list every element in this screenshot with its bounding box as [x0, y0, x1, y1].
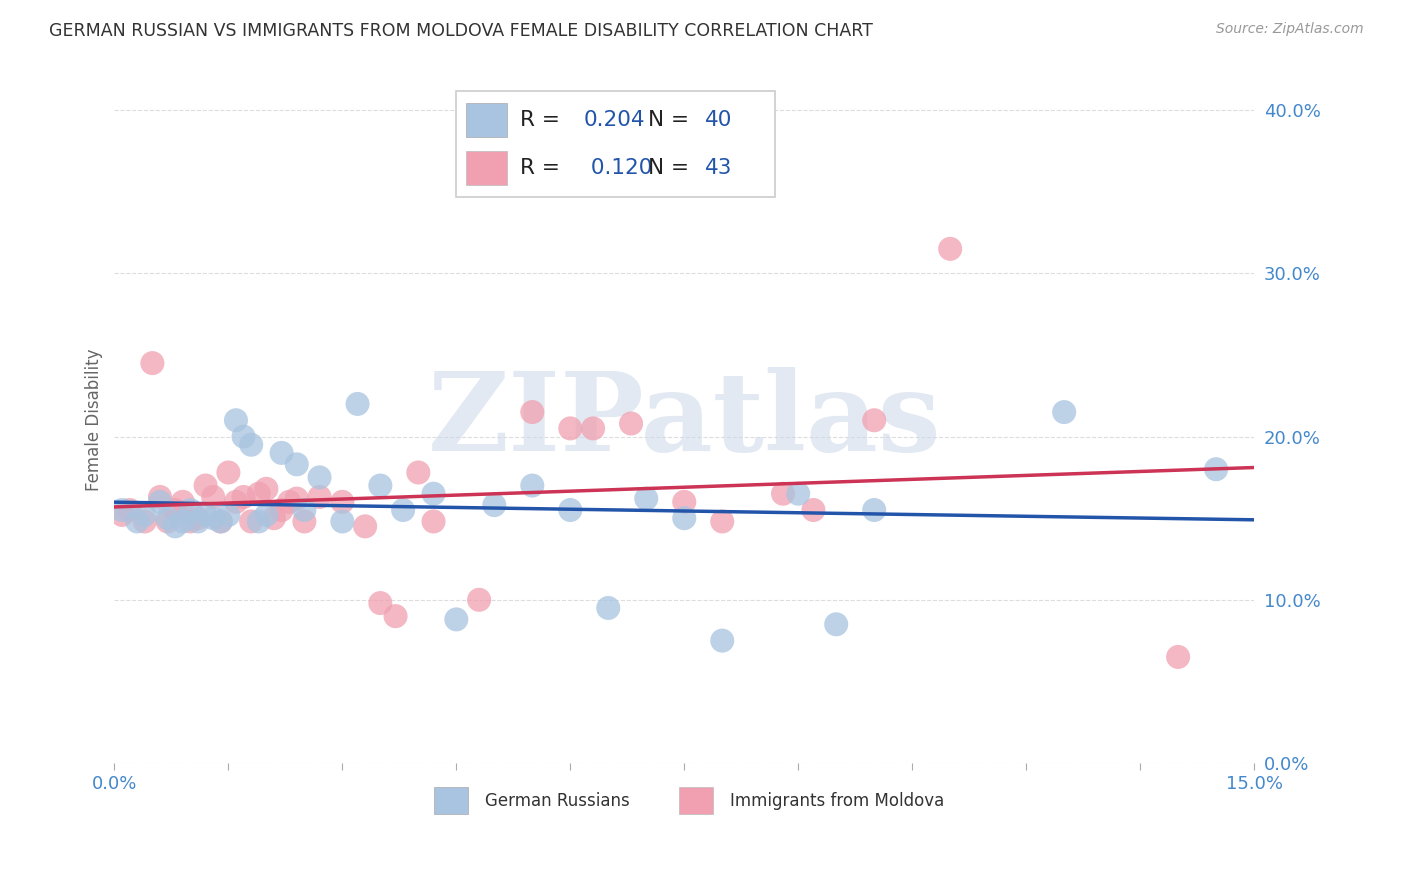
Point — [863, 503, 886, 517]
Point — [179, 503, 201, 517]
Point — [772, 486, 794, 500]
Point — [711, 633, 734, 648]
Point — [1205, 462, 1227, 476]
Point — [172, 515, 194, 529]
Point — [247, 515, 270, 529]
Point — [803, 503, 825, 517]
Point — [285, 491, 308, 506]
Point — [787, 486, 810, 500]
Point — [240, 515, 263, 529]
Point — [141, 356, 163, 370]
Point — [330, 495, 353, 509]
Point — [202, 490, 225, 504]
Point — [187, 511, 209, 525]
Point — [522, 405, 544, 419]
Point — [254, 508, 277, 522]
Point — [392, 503, 415, 517]
Text: Source: ZipAtlas.com: Source: ZipAtlas.com — [1216, 22, 1364, 37]
Point — [620, 417, 643, 431]
Text: German Russians: German Russians — [485, 792, 630, 810]
Point — [111, 503, 134, 517]
Point — [370, 596, 392, 610]
Point — [217, 466, 239, 480]
Point — [134, 515, 156, 529]
Text: GERMAN RUSSIAN VS IMMIGRANTS FROM MOLDOVA FEMALE DISABILITY CORRELATION CHART: GERMAN RUSSIAN VS IMMIGRANTS FROM MOLDOV… — [49, 22, 873, 40]
Point — [308, 470, 330, 484]
Point — [711, 515, 734, 529]
Point — [225, 413, 247, 427]
Point — [285, 458, 308, 472]
Point — [346, 397, 368, 411]
Point — [468, 592, 491, 607]
Point — [370, 478, 392, 492]
Point — [194, 508, 217, 522]
Point — [209, 515, 232, 529]
Point — [127, 515, 149, 529]
Text: ZIPatlas: ZIPatlas — [427, 367, 941, 474]
Point — [225, 495, 247, 509]
Point — [292, 503, 315, 517]
Point — [422, 515, 444, 529]
Point — [270, 503, 292, 517]
Point — [354, 519, 377, 533]
Point — [202, 511, 225, 525]
Point — [582, 421, 605, 435]
Point — [263, 511, 285, 525]
Point — [270, 446, 292, 460]
Y-axis label: Female Disability: Female Disability — [86, 349, 103, 491]
Point — [156, 511, 179, 525]
Point — [165, 503, 187, 517]
Point — [308, 490, 330, 504]
Point — [292, 515, 315, 529]
Point — [484, 498, 506, 512]
Point — [232, 429, 254, 443]
Point — [446, 612, 468, 626]
Point — [194, 478, 217, 492]
Point — [111, 508, 134, 522]
Point — [247, 486, 270, 500]
Point — [278, 495, 301, 509]
Bar — [679, 787, 713, 814]
Point — [240, 438, 263, 452]
Point — [187, 515, 209, 529]
Point — [598, 601, 620, 615]
Point — [165, 519, 187, 533]
Point — [217, 508, 239, 522]
Point — [1053, 405, 1076, 419]
Point — [149, 490, 172, 504]
Text: Immigrants from Moldova: Immigrants from Moldova — [730, 792, 943, 810]
Point — [149, 495, 172, 509]
Point — [939, 242, 962, 256]
Point — [636, 491, 658, 506]
Point — [330, 515, 353, 529]
Point — [209, 515, 232, 529]
Point — [172, 495, 194, 509]
Point — [156, 515, 179, 529]
Point — [232, 490, 254, 504]
Point — [560, 503, 582, 517]
Point — [522, 478, 544, 492]
Point — [408, 466, 430, 480]
Point — [825, 617, 848, 632]
Point — [560, 421, 582, 435]
Bar — [433, 787, 468, 814]
Point — [673, 511, 696, 525]
Point — [422, 486, 444, 500]
Point — [118, 503, 141, 517]
Point — [254, 482, 277, 496]
Point — [134, 508, 156, 522]
Point — [384, 609, 406, 624]
Point — [179, 515, 201, 529]
Point — [673, 495, 696, 509]
Point — [863, 413, 886, 427]
Point — [1167, 649, 1189, 664]
